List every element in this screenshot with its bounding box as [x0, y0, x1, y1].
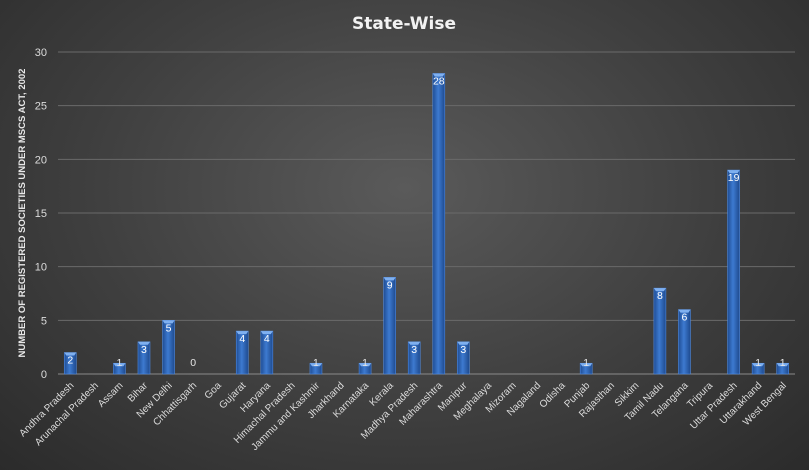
- data-label: 4: [264, 333, 270, 345]
- bar-bevel: [653, 288, 666, 292]
- bar-bevel: [137, 341, 150, 345]
- bar-bevel: [236, 331, 249, 335]
- bar-bevel: [457, 341, 470, 345]
- y-tick-label: 5: [41, 315, 47, 327]
- data-label: 8: [657, 290, 663, 302]
- data-label: 5: [166, 322, 172, 334]
- y-tick-label: 10: [35, 262, 47, 274]
- y-tick-label: 15: [35, 208, 47, 220]
- data-label: 2: [67, 355, 73, 367]
- data-label: 19: [728, 172, 740, 184]
- data-label: 1: [755, 357, 761, 369]
- y-tick-label: 0: [41, 369, 47, 381]
- bars: [63, 73, 790, 375]
- data-label: 1: [313, 357, 319, 369]
- y-axis-label: NUMBER OF REGISTERED SOCIETIES UNDER MSC…: [17, 69, 28, 358]
- y-tick-label: 30: [35, 47, 47, 59]
- bar: [432, 73, 446, 375]
- bar-bevel: [309, 363, 322, 367]
- bar: [383, 277, 396, 375]
- bar-bevel: [678, 309, 691, 313]
- bar-bevel: [383, 277, 396, 281]
- data-label: 3: [141, 344, 147, 356]
- data-label: 4: [239, 333, 245, 345]
- bar-bevel: [64, 352, 77, 356]
- data-label: 0: [190, 357, 196, 369]
- data-label: 1: [583, 357, 589, 369]
- bar-bevel: [260, 331, 273, 335]
- bar-bevel: [727, 170, 740, 174]
- bar-bevel: [432, 73, 445, 77]
- y-axis-ticks: 0 5 10 15 20 25 30: [35, 47, 47, 381]
- x-tick-label: Goa: [203, 380, 224, 401]
- data-label: 1: [362, 357, 368, 369]
- data-label: 1: [116, 357, 122, 369]
- data-label: 28: [433, 75, 445, 87]
- data-label: 3: [460, 344, 466, 356]
- x-tick-label: Odisha: [538, 380, 568, 410]
- x-tick-label: Assam: [96, 380, 125, 409]
- data-label: 1: [780, 357, 786, 369]
- bar-bevel: [752, 363, 765, 367]
- data-label: 9: [387, 279, 393, 291]
- y-tick-label: 20: [35, 154, 47, 166]
- data-label: 6: [682, 312, 688, 324]
- bar-bevel: [113, 363, 126, 367]
- data-label: 3: [411, 344, 417, 356]
- bar: [727, 169, 740, 375]
- bar-bevel: [580, 363, 593, 367]
- bar-bevel: [359, 363, 372, 367]
- y-tick-label: 25: [35, 101, 47, 113]
- bar-bevel: [776, 363, 789, 367]
- bar-bevel: [408, 341, 421, 345]
- bar-bevel: [162, 320, 175, 324]
- gridlines: [58, 51, 795, 375]
- chart-title: State-Wise: [352, 14, 456, 34]
